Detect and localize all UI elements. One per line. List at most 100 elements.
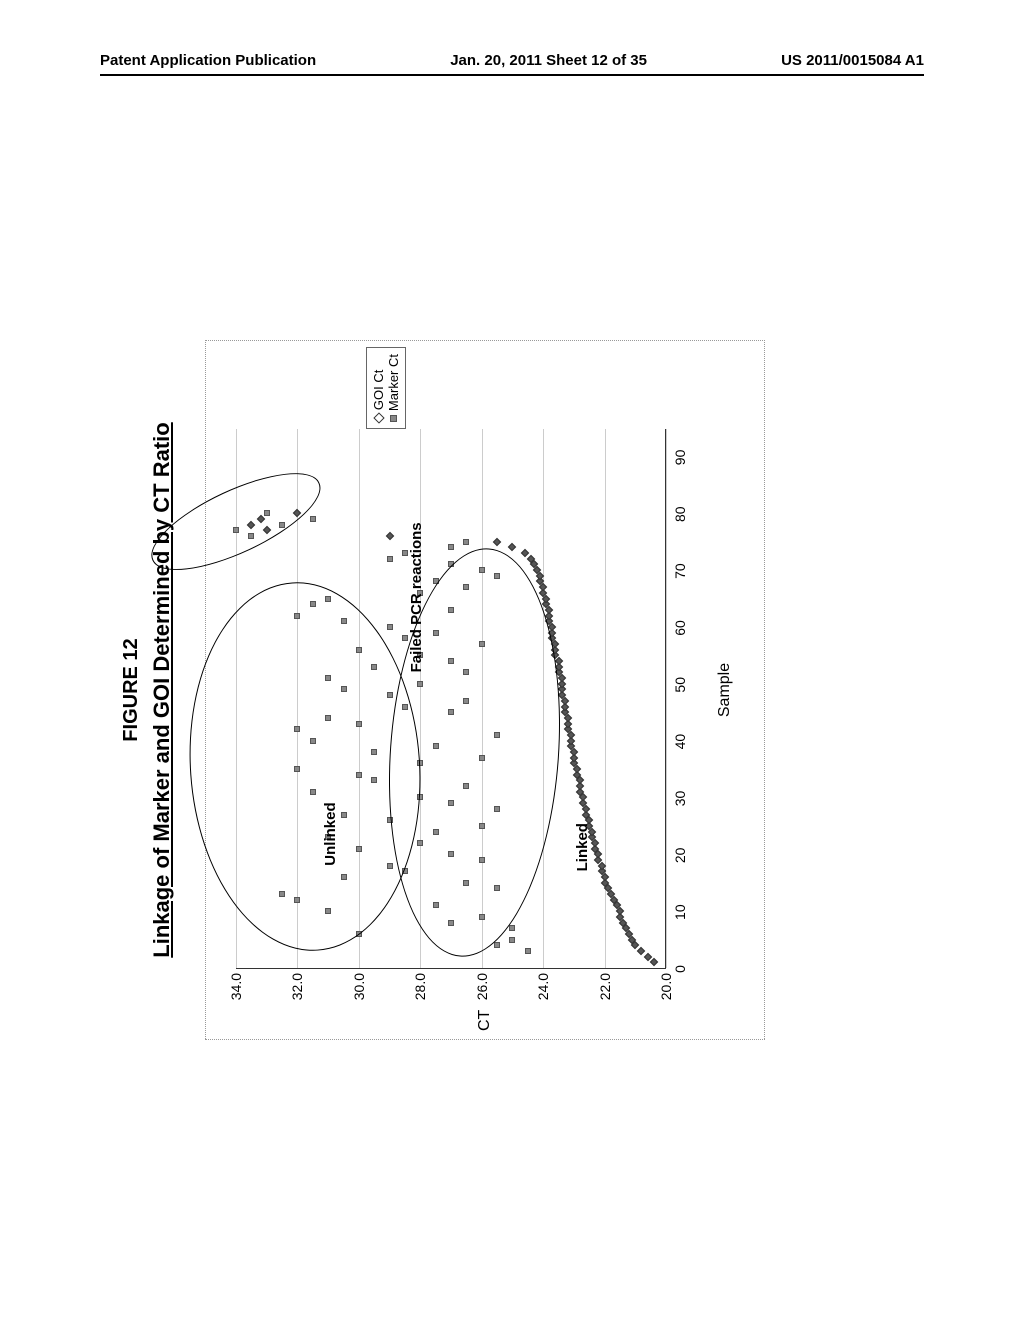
grid-line xyxy=(543,429,544,968)
legend: GOI Ct Marker Ct xyxy=(366,347,406,429)
y-tick-label: 22.0 xyxy=(597,973,613,1007)
x-tick-label: 80 xyxy=(672,506,688,522)
goi-point xyxy=(247,520,255,528)
marker-point xyxy=(433,630,439,636)
x-tick-label: 0 xyxy=(672,965,688,973)
marker-point xyxy=(494,806,500,812)
marker-point xyxy=(463,584,469,590)
chart-box: Unlinked Linked Failed PCR reactions CT Sa… xyxy=(205,340,765,1040)
grid-line xyxy=(666,429,667,968)
marker-point xyxy=(310,601,316,607)
legend-row-goi: GOI Ct xyxy=(371,354,386,422)
goi-point xyxy=(508,543,516,551)
marker-point xyxy=(479,567,485,573)
marker-point xyxy=(310,516,316,522)
annotation-unlinked: Unlinked xyxy=(322,802,339,865)
goi-point xyxy=(649,958,657,966)
y-tick-label: 24.0 xyxy=(535,973,551,1007)
marker-point xyxy=(387,692,393,698)
header-right: US 2011/0015084 A1 xyxy=(781,52,924,69)
marker-point xyxy=(371,777,377,783)
marker-point xyxy=(433,902,439,908)
marker-point xyxy=(494,942,500,948)
marker-point xyxy=(479,755,485,761)
grid-line xyxy=(236,429,237,968)
marker-point xyxy=(356,846,362,852)
y-axis-label: CT xyxy=(476,1010,494,1031)
grid-line xyxy=(482,429,483,968)
page-header: Patent Application Publication Jan. 20, … xyxy=(0,52,1024,69)
marker-point xyxy=(402,704,408,710)
marker-point xyxy=(433,829,439,835)
grid-line xyxy=(359,429,360,968)
annotation-failed: Failed PCR reactions xyxy=(408,522,425,672)
marker-point xyxy=(417,794,423,800)
y-tick-label: 26.0 xyxy=(474,973,490,1007)
marker-point xyxy=(448,544,454,550)
legend-marker-label: Marker Ct xyxy=(386,354,401,411)
marker-point xyxy=(433,743,439,749)
goi-point xyxy=(520,549,528,557)
marker-point xyxy=(387,556,393,562)
y-tick-label: 20.0 xyxy=(658,973,674,1007)
marker-point xyxy=(248,533,254,539)
marker-point xyxy=(310,789,316,795)
marker-point xyxy=(479,823,485,829)
marker-point xyxy=(325,908,331,914)
legend-row-marker: Marker Ct xyxy=(386,354,401,422)
marker-point xyxy=(494,885,500,891)
marker-point xyxy=(279,522,285,528)
x-tick-label: 30 xyxy=(672,791,688,807)
x-tick-label: 50 xyxy=(672,677,688,693)
marker-point xyxy=(525,948,531,954)
x-axis-label: Sample xyxy=(716,663,734,717)
x-tick-label: 20 xyxy=(672,848,688,864)
plot-area: Unlinked Linked Failed PCR reactions xyxy=(236,429,666,969)
marker-point xyxy=(417,681,423,687)
legend-goi-label: GOI Ct xyxy=(371,370,386,410)
marker-point xyxy=(509,937,515,943)
x-tick-label: 60 xyxy=(672,620,688,636)
marker-point xyxy=(463,880,469,886)
marker-point xyxy=(387,817,393,823)
marker-point xyxy=(371,749,377,755)
marker-point xyxy=(325,596,331,602)
marker-point xyxy=(371,664,377,670)
marker-point xyxy=(356,931,362,937)
figure-title: Linkage of Marker and GOI Determined by … xyxy=(149,340,175,1040)
y-tick-label: 30.0 xyxy=(351,973,367,1007)
marker-point xyxy=(448,658,454,664)
marker-point xyxy=(448,920,454,926)
marker-point xyxy=(448,800,454,806)
y-tick-label: 28.0 xyxy=(412,973,428,1007)
marker-point xyxy=(463,669,469,675)
marker-point xyxy=(433,578,439,584)
cluster-ellipse xyxy=(177,574,433,959)
header-left: Patent Application Publication xyxy=(100,52,316,69)
y-tick-label: 34.0 xyxy=(228,973,244,1007)
header-center: Jan. 20, 2011 Sheet 12 of 35 xyxy=(450,52,647,69)
marker-point xyxy=(325,715,331,721)
marker-point xyxy=(448,709,454,715)
marker-point xyxy=(233,527,239,533)
marker-point xyxy=(264,510,270,516)
marker-point xyxy=(479,641,485,647)
marker-point xyxy=(417,760,423,766)
marker-point xyxy=(417,840,423,846)
marker-point xyxy=(356,721,362,727)
marker-point xyxy=(463,783,469,789)
marker-point xyxy=(463,698,469,704)
annotation-linked: Linked xyxy=(574,823,591,871)
marker-point xyxy=(310,738,316,744)
marker-point xyxy=(448,561,454,567)
marker-point xyxy=(494,573,500,579)
x-tick-label: 10 xyxy=(672,904,688,920)
marker-point xyxy=(325,675,331,681)
x-tick-label: 70 xyxy=(672,563,688,579)
diamond-icon xyxy=(373,412,384,423)
goi-point xyxy=(293,509,301,517)
marker-point xyxy=(494,732,500,738)
marker-point xyxy=(294,897,300,903)
marker-point xyxy=(294,613,300,619)
marker-point xyxy=(279,891,285,897)
